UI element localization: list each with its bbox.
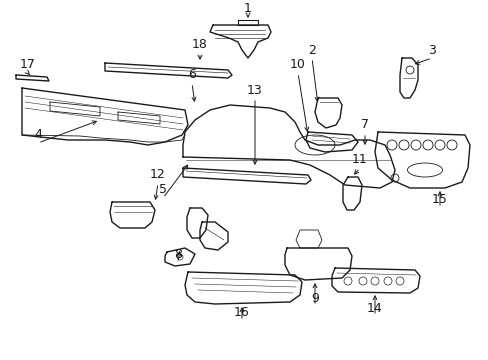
Text: 3: 3 (427, 44, 435, 57)
Text: 8: 8 (174, 248, 182, 261)
Text: 18: 18 (192, 39, 207, 51)
Text: 17: 17 (20, 58, 36, 72)
Text: 7: 7 (360, 118, 368, 131)
Text: 2: 2 (307, 44, 315, 57)
Text: 12: 12 (150, 168, 165, 181)
Text: 1: 1 (244, 1, 251, 14)
Text: 10: 10 (289, 58, 305, 72)
Text: 11: 11 (351, 153, 367, 166)
Text: 6: 6 (188, 68, 196, 81)
Text: 15: 15 (431, 193, 447, 207)
Text: 9: 9 (310, 292, 318, 305)
Text: 13: 13 (246, 84, 263, 96)
Text: 14: 14 (366, 301, 382, 315)
Text: 16: 16 (234, 306, 249, 320)
Text: 5: 5 (159, 184, 167, 197)
Text: 4: 4 (34, 129, 42, 141)
